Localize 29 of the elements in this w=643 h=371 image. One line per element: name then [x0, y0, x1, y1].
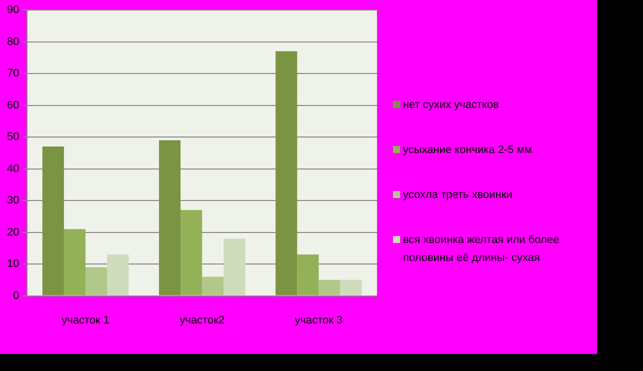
- bar: [297, 254, 319, 296]
- x-tick-label: участок 1: [62, 314, 110, 326]
- legend-label: нет сухих участков: [403, 98, 499, 113]
- legend-label: усохла треть хвоинки: [403, 188, 512, 203]
- y-tick-label: 90: [6, 4, 20, 16]
- y-tick-label: 20: [6, 226, 20, 238]
- y-tick-label: 50: [6, 131, 20, 144]
- y-tick-label: 70: [6, 68, 20, 80]
- bar: [202, 276, 224, 296]
- bar: [276, 51, 298, 296]
- bar: [64, 229, 86, 296]
- y-tick-label: 0: [13, 290, 20, 302]
- bar: [86, 267, 108, 296]
- x-tick-label: участок 3: [294, 314, 343, 326]
- y-tick-label: 80: [6, 36, 20, 48]
- bar: [318, 280, 340, 296]
- y-tick-label: 40: [6, 162, 20, 175]
- bar: [180, 210, 202, 296]
- y-tick-label: 30: [6, 194, 20, 207]
- y-tick-label: 60: [6, 99, 20, 112]
- bar: [158, 140, 181, 296]
- bar: [340, 280, 362, 296]
- legend-label: вся хвоинка желтая или более половины её длины- сухая: [403, 233, 560, 266]
- x-tick-label: участок2: [180, 314, 225, 326]
- bar: [107, 254, 129, 296]
- y-tick-label: 10: [6, 258, 20, 270]
- bar: [42, 146, 64, 296]
- bar: [224, 238, 246, 296]
- legend-label: усыхание кончика 2-5 мм: [403, 143, 532, 158]
